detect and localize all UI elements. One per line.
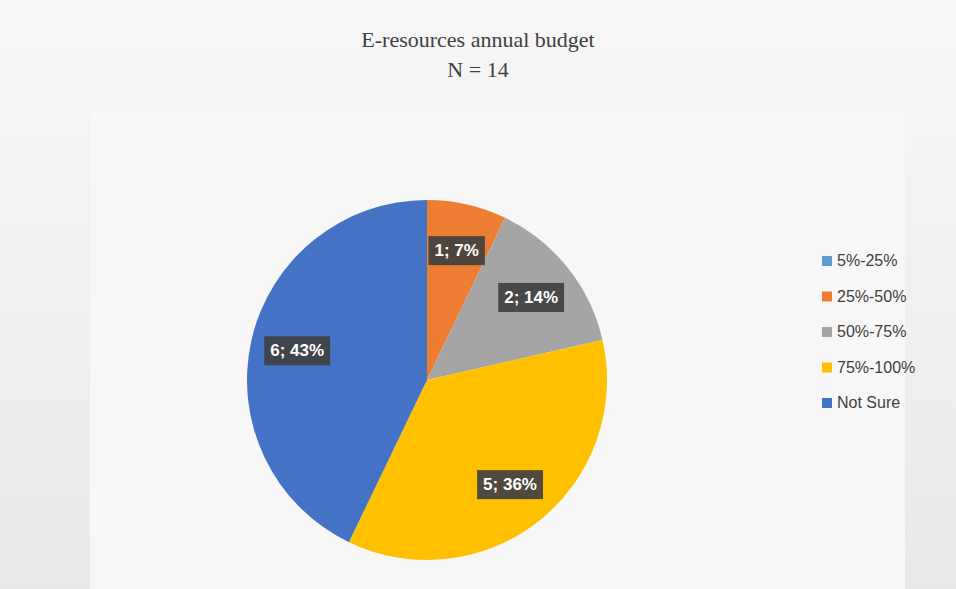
subtitle: N = 14: [447, 57, 508, 82]
plot-panel: [90, 112, 905, 589]
data-label-box: [428, 236, 484, 265]
legend-label: 5%-25%: [837, 252, 897, 269]
legend-label: Not Sure: [837, 394, 900, 411]
legend-swatch: [822, 327, 832, 337]
data-label: 2; 14%: [504, 288, 558, 307]
title: E-resources annual budget: [361, 27, 594, 52]
legend-swatch: [822, 256, 832, 266]
data-label-box: [264, 336, 330, 365]
data-labels: 1; 7% 2; 14% 5; 36% 6; 43%: [264, 236, 564, 499]
legend-label: 25%-50%: [837, 288, 906, 305]
chart: E-resources annual budget N = 14 1; 7% 2; 1…: [0, 0, 956, 589]
data-label: 6; 43%: [270, 341, 324, 360]
slices: [247, 200, 607, 560]
legend-swatch: [822, 363, 832, 373]
legend-swatch: [822, 292, 832, 302]
background: [0, 0, 956, 589]
data-label-box: [477, 470, 543, 499]
legend-label: 50%-75%: [837, 323, 906, 340]
legend-label: 75%-100%: [837, 359, 915, 376]
pie-slice: [247, 200, 427, 542]
legend-swatch: [822, 398, 832, 408]
data-label-box: [498, 283, 564, 312]
data-label: 1; 7%: [434, 241, 478, 260]
data-label: 5; 36%: [483, 475, 537, 494]
legend: 5%-25% 25%-50% 50%-75% 75%-100% Not Sure: [822, 252, 915, 411]
